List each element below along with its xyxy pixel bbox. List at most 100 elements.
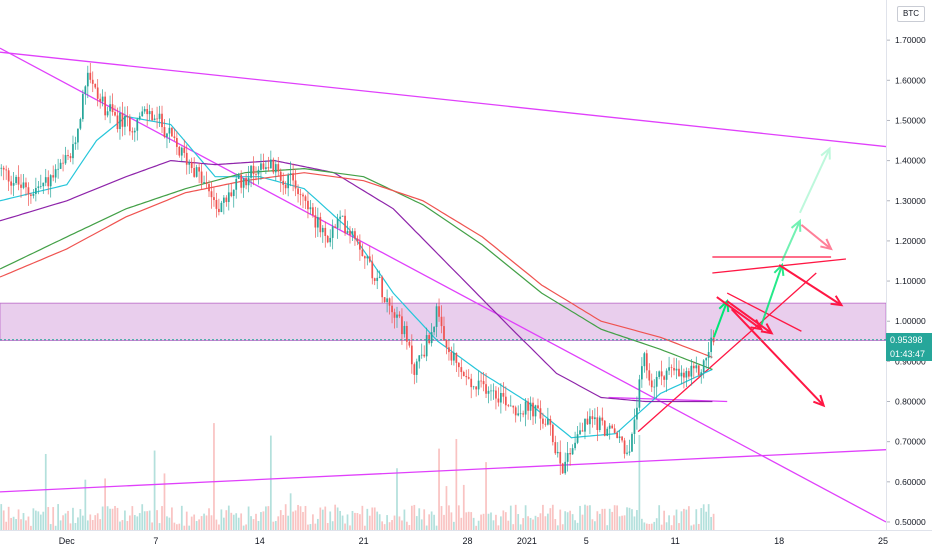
candle-body [213,197,215,201]
candle-body [527,401,529,411]
volume-bar [240,513,243,530]
candle-body [396,314,398,318]
candle-body [188,162,191,165]
volume-bar [59,520,62,530]
candle-body [393,312,396,318]
candle-body [91,79,94,84]
volume-bar [457,505,460,530]
arrow-head [790,218,802,232]
volume-bar [109,508,111,530]
volume-bar [366,508,369,530]
candle-body [579,430,581,435]
time-tick-label: 18 [774,536,784,546]
candle-body [225,197,228,203]
candle-body [423,354,426,357]
candle-body [96,87,99,99]
candle-body [326,235,329,243]
volume-bar [341,515,344,530]
volume-bar [307,524,309,530]
volume-bar [222,517,225,530]
candle-body [257,169,260,175]
candle-body [611,425,614,429]
candle-body [544,423,547,425]
volume-bar [423,509,426,530]
arrow-head [750,319,764,331]
projection-arrow [778,264,844,307]
candle-body [27,187,30,195]
candle-body [316,216,319,228]
candle-body [443,326,445,341]
candle-body [331,226,334,238]
candle-body [287,174,290,189]
candle-body [613,428,616,433]
candle-body [141,111,144,117]
candle-body [138,116,141,120]
candle-body [373,278,376,281]
volume-bar [653,521,656,530]
volume-bar [388,522,391,530]
candle-body [507,405,510,407]
volume-bar [705,511,708,530]
projection-arrows [712,146,844,408]
volume-bar [643,522,646,530]
volume-bar [133,515,136,530]
price-tick-label: 0.50000 [895,517,926,527]
arrow-head [820,238,833,251]
arrow-head [813,394,826,408]
volume-bar [81,515,84,530]
candle-body [84,86,87,95]
candle-body [32,194,35,196]
candle-body [262,163,265,169]
candle-body [576,434,579,443]
volume-bar [312,514,314,530]
volume-bar [650,523,653,530]
currency-label[interactable]: BTC [897,6,925,22]
volume-bar [480,514,482,530]
volume-bar [504,512,507,530]
volume-bar [519,524,522,530]
volume-bar [302,511,304,530]
volume-bar [104,478,106,530]
price-tick-label: 0.90000 [895,356,926,366]
candle-body [128,117,131,132]
candle-body [74,142,77,145]
volume-bar [39,514,42,530]
volume-bar [277,516,280,530]
volume-bar [665,522,668,530]
volume-bar [579,505,581,530]
candle-body [289,173,292,175]
volume-bar [17,509,20,530]
candle-body [5,169,8,171]
candle-body [146,109,149,115]
volume-bar [660,524,663,530]
volume-bar [391,520,393,530]
price-axis[interactable]: 1.70000 1.60000 1.50000 1.40000 1.30000 1.200… [886,0,932,530]
volume-bar [354,512,356,530]
volume-bar [257,521,260,530]
candle-body [695,365,698,369]
price-tick-label: 1.30000 [895,196,926,206]
volume-bar [319,507,322,530]
candle-body [457,362,460,368]
volume-bar [128,515,131,530]
candle-body [208,184,210,192]
volume-bar [77,517,79,530]
candle-body [131,131,134,133]
volume-bar [589,505,591,530]
volume-bar [331,521,334,530]
volume-bar [576,522,579,530]
candle-body [477,380,480,390]
volume-bar [544,516,547,530]
price-plot[interactable] [0,0,886,530]
volume-bar [326,523,329,530]
volume-bar [158,523,161,530]
time-axis[interactable]: Dec 7 14 21 28 2021 5 11 18 25 [0,530,932,551]
candle-body [198,167,200,172]
volume-bar [250,516,252,530]
candle-body [497,398,500,403]
volume-bar [465,512,468,530]
candle-body [334,226,337,228]
volume-bar [435,525,438,530]
volume-bar [0,504,3,530]
